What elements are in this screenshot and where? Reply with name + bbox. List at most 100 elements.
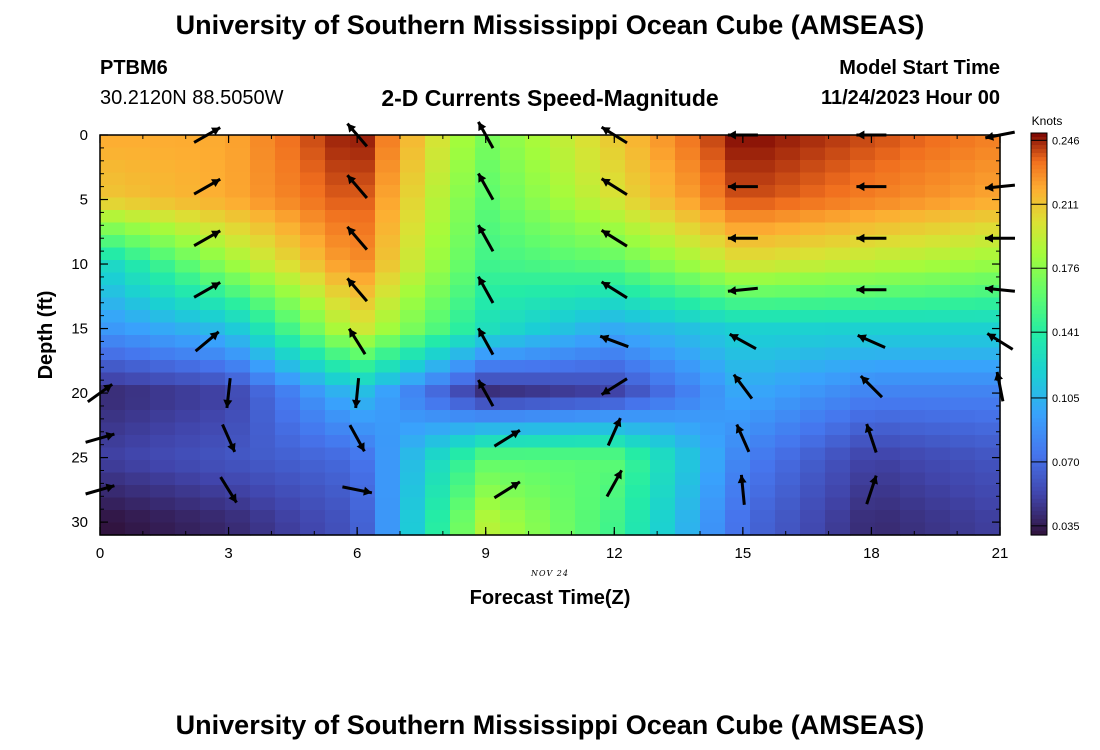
heatmap-cell xyxy=(275,285,301,299)
heatmap-cell xyxy=(250,222,276,236)
colorbar-segment xyxy=(1031,197,1047,202)
heatmap-cell xyxy=(625,210,651,224)
heatmap-cell xyxy=(275,147,301,161)
x-axis-label: Forecast Time(Z) xyxy=(470,587,631,609)
heatmap-cell xyxy=(650,235,676,249)
heatmap-cell xyxy=(925,385,951,399)
heatmap-cell xyxy=(400,385,426,399)
heatmap-cell xyxy=(375,247,401,261)
current-vector xyxy=(346,174,369,199)
colorbar-segment xyxy=(1031,390,1047,395)
heatmap-cell xyxy=(325,360,351,374)
heatmap-cell xyxy=(650,410,676,424)
heatmap-cell xyxy=(650,397,676,411)
heatmap-cell xyxy=(150,435,176,449)
heatmap-cell xyxy=(100,522,126,536)
colorbar-segment xyxy=(1031,137,1047,142)
heatmap-cell xyxy=(525,297,551,311)
heatmap-cell xyxy=(675,210,701,224)
heatmap-cell xyxy=(575,360,601,374)
heatmap-cell xyxy=(450,472,476,486)
current-vector xyxy=(735,423,751,453)
heatmap-cell xyxy=(650,185,676,199)
colorbar-segment xyxy=(1031,153,1047,158)
heatmap-cell xyxy=(525,360,551,374)
heatmap-cell xyxy=(375,522,401,536)
heatmap-cell xyxy=(300,310,326,324)
heatmap-cell xyxy=(200,497,226,511)
heatmap-cell xyxy=(775,135,801,149)
heatmap-cell xyxy=(100,335,126,349)
heatmap-cell xyxy=(900,322,926,336)
heatmap-cell xyxy=(925,310,951,324)
heatmap-cell xyxy=(425,310,451,324)
heatmap-cell xyxy=(300,322,326,336)
heatmap-cell xyxy=(875,260,901,274)
heatmap-cell xyxy=(650,247,676,261)
heatmap-cell xyxy=(675,222,701,236)
heatmap-cell xyxy=(875,285,901,299)
heatmap-cell xyxy=(725,310,751,324)
current-vector xyxy=(352,377,361,409)
heatmap-cell xyxy=(375,272,401,286)
heatmap-cell xyxy=(525,285,551,299)
heatmap-cell xyxy=(475,335,501,349)
current-vector xyxy=(477,224,495,253)
heatmap-cell xyxy=(825,497,851,511)
heatmap-cell xyxy=(150,247,176,261)
heatmap-cell xyxy=(225,222,251,236)
heatmap-cell xyxy=(875,422,901,436)
heatmap-cell xyxy=(675,510,701,524)
heatmap-cell xyxy=(250,372,276,386)
heatmap-cell xyxy=(650,485,676,499)
heatmap-cell xyxy=(425,460,451,474)
heatmap-cell xyxy=(950,497,976,511)
heatmap-cell xyxy=(450,460,476,474)
heatmap-cell xyxy=(725,172,751,186)
heatmap-cell xyxy=(575,310,601,324)
heatmap-cell xyxy=(650,497,676,511)
heatmap-cell xyxy=(625,472,651,486)
heatmap-cell xyxy=(425,210,451,224)
heatmap-cell xyxy=(150,360,176,374)
heatmap-cell xyxy=(150,460,176,474)
colorbar-segment xyxy=(1031,169,1047,174)
colorbar-segment xyxy=(1031,366,1047,371)
heatmap-cell xyxy=(775,185,801,199)
colorbar: 0.246 0.211 0.176 0.141 0.105 0.070 0.035 xyxy=(1030,132,1080,536)
heatmap-cell xyxy=(100,347,126,361)
heatmap-cell xyxy=(725,472,751,486)
heatmap-cell xyxy=(150,210,176,224)
colorbar-segment xyxy=(1031,402,1047,407)
heatmap-cell xyxy=(125,235,151,249)
heatmap-cell xyxy=(625,360,651,374)
heatmap-cell xyxy=(800,485,826,499)
colorbar-segment xyxy=(1031,374,1047,379)
heatmap-cell xyxy=(250,497,276,511)
heatmap-cell xyxy=(325,435,351,449)
colorbar-segment xyxy=(1031,478,1047,484)
heatmap-cell xyxy=(550,172,576,186)
heatmap-cell xyxy=(525,485,551,499)
heatmap-cell xyxy=(250,260,276,274)
heatmap-cell xyxy=(275,172,301,186)
heatmap-cell xyxy=(425,397,451,411)
heatmap-cell xyxy=(325,422,351,436)
heatmap-cell xyxy=(500,285,526,299)
heatmap-cell xyxy=(500,260,526,274)
colorbar-segment xyxy=(1031,181,1047,186)
heatmap-cell xyxy=(575,185,601,199)
heatmap-cell xyxy=(800,372,826,386)
heatmap-cell xyxy=(500,235,526,249)
colorbar-segment xyxy=(1031,133,1047,138)
heatmap-cell xyxy=(825,235,851,249)
heatmap-cell xyxy=(150,472,176,486)
current-vector xyxy=(732,373,754,400)
heatmap-cell xyxy=(200,260,226,274)
y-tick-label: 20 xyxy=(71,385,88,402)
heatmap-cell xyxy=(925,522,951,536)
heatmap-cell xyxy=(725,197,751,211)
heatmap-cell xyxy=(200,210,226,224)
heatmap-cell xyxy=(300,510,326,524)
heatmap-cell xyxy=(600,447,626,461)
